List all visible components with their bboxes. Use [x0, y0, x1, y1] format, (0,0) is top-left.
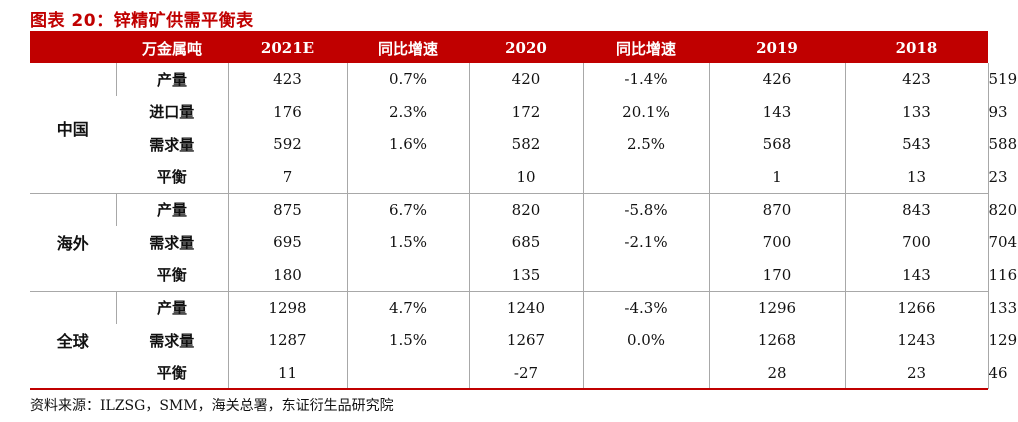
region-global: 全球 [56, 332, 89, 352]
cell: 843 [844, 193, 988, 226]
cell: 0.0% [582, 323, 709, 357]
cell: 423 [227, 63, 347, 96]
table-row: 中国 产量 423 0.7% 420 -1.4% 426 423 519 [30, 63, 1017, 194]
table-row: 需求量 592 1.6% 582 2.5% 568 543 588 [30, 128, 1017, 161]
cell [582, 258, 709, 292]
cell: 20.1% [582, 95, 709, 129]
cell: 1.6% [346, 128, 469, 161]
cell: 568 [708, 128, 845, 161]
header-cell: 万金属吨 [116, 33, 228, 63]
cell: -2.1% [582, 225, 709, 259]
cell [582, 356, 709, 389]
cell: -4.3% [582, 291, 709, 324]
header-row: 万金属吨 2021E 同比增速 2020 同比增速 2019 2018 2017 [30, 33, 1018, 63]
header-cell: 2019 [709, 33, 845, 63]
bottom-rule [30, 388, 988, 390]
cell: 13 [844, 160, 988, 194]
cell: 7 [227, 160, 347, 194]
row-label: 平衡 [156, 364, 187, 383]
region-overseas: 海外 [30, 193, 116, 292]
header-cell: 同比增速 [347, 33, 469, 63]
cell: 2.5% [582, 128, 709, 161]
cell: 180 [227, 258, 347, 292]
cell [346, 160, 469, 194]
cell: 172 [468, 95, 583, 129]
header-cell: 2020 [469, 33, 583, 63]
cell [582, 160, 709, 194]
cell: 135 [468, 258, 583, 292]
table-row: 平衡 11 -27 28 23 46 [30, 356, 1008, 389]
cell: 1240 [468, 291, 583, 324]
header-region [30, 33, 116, 63]
cell: 4.7% [346, 291, 469, 324]
cell: 133 [844, 95, 988, 129]
cell: 23 [844, 356, 988, 389]
cell: 870 [708, 193, 845, 226]
row-label: 需求量 [149, 233, 195, 252]
figure-title: 图表 20：锌精矿供需平衡表 [30, 11, 254, 31]
cell: 695 [227, 225, 347, 259]
cell: 426 [708, 63, 845, 96]
table-row: 进口量 176 2.3% 172 20.1% 143 133 93 [30, 95, 1008, 129]
cell: -1.4% [582, 63, 709, 96]
cell: 1243 [844, 323, 988, 357]
cell: 143 [844, 258, 988, 292]
cell: 820 [468, 193, 583, 226]
cell: 543 [844, 128, 988, 161]
cell: 685 [468, 225, 583, 259]
zinc-balance-table: 万金属吨 2021E 同比增速 2020 同比增速 2019 2018 2017… [30, 33, 1018, 389]
header-cell: 同比增速 [583, 33, 709, 63]
cell: 700 [708, 225, 845, 259]
table-row: 需求量 695 1.5% 685 -2.1% 700 700 704 [30, 225, 1017, 259]
row-label: 产量 [115, 291, 228, 324]
cell: 1268 [708, 323, 845, 357]
cell: 170 [708, 258, 845, 292]
table-row: 平衡 180 135 170 143 116 [30, 258, 1017, 292]
cell: 700 [844, 225, 988, 259]
cell: 1296 [708, 291, 845, 324]
cell: 582 [468, 128, 583, 161]
row-label: 进口量 [149, 103, 195, 122]
cell [346, 356, 469, 389]
table-row: 平衡 7 10 1 13 23 [30, 160, 1008, 194]
cell: 1267 [468, 323, 583, 357]
header-cell: 2021E [228, 33, 347, 63]
top-rule [30, 31, 988, 33]
cell [346, 258, 469, 292]
cell: 10 [468, 160, 583, 194]
row-label: 平衡 [116, 258, 228, 292]
region-china: 中国 [30, 63, 116, 194]
row-label: 平衡 [116, 160, 228, 194]
cell: 11 [227, 356, 347, 389]
cell: 1298 [227, 291, 347, 324]
cell: 6.7% [346, 193, 469, 226]
table-row: 海外 产量 875 6.7% 820 -5.8% 870 843 820 [30, 193, 1017, 292]
cell: 176 [227, 95, 347, 129]
cell: 143 [708, 95, 845, 129]
cell: -5.8% [582, 193, 709, 226]
source-note: 资料来源：ILZSG，SMM，海关总署，东证衍生品研究院 [30, 398, 394, 414]
cell: 0.7% [346, 63, 469, 96]
cell: 592 [227, 128, 347, 161]
row-label: 需求量 [149, 331, 195, 350]
cell: 420 [468, 63, 583, 96]
row-label: 产量 [115, 193, 228, 226]
cell: 1266 [844, 291, 988, 324]
cell: 875 [227, 193, 347, 226]
row-label: 需求量 [149, 135, 195, 154]
cell: 28 [708, 356, 845, 389]
row-label: 产量 [115, 63, 228, 96]
cell: 1.5% [346, 225, 469, 259]
table-row: 需求量 1287 1.5% 1267 0.0% 1268 1243 1292 [30, 323, 1018, 357]
cell: 1287 [227, 323, 347, 357]
cell: -27 [468, 356, 583, 389]
cell: 1 [708, 160, 845, 194]
cell: 423 [844, 63, 988, 96]
header-cell: 2018 [845, 33, 988, 63]
table-row: 全球 产量 1298 4.7% 1240 -4.3% 1296 1266 133… [30, 291, 1018, 351]
cell: 2.3% [346, 95, 469, 129]
cell: 1.5% [346, 323, 469, 357]
